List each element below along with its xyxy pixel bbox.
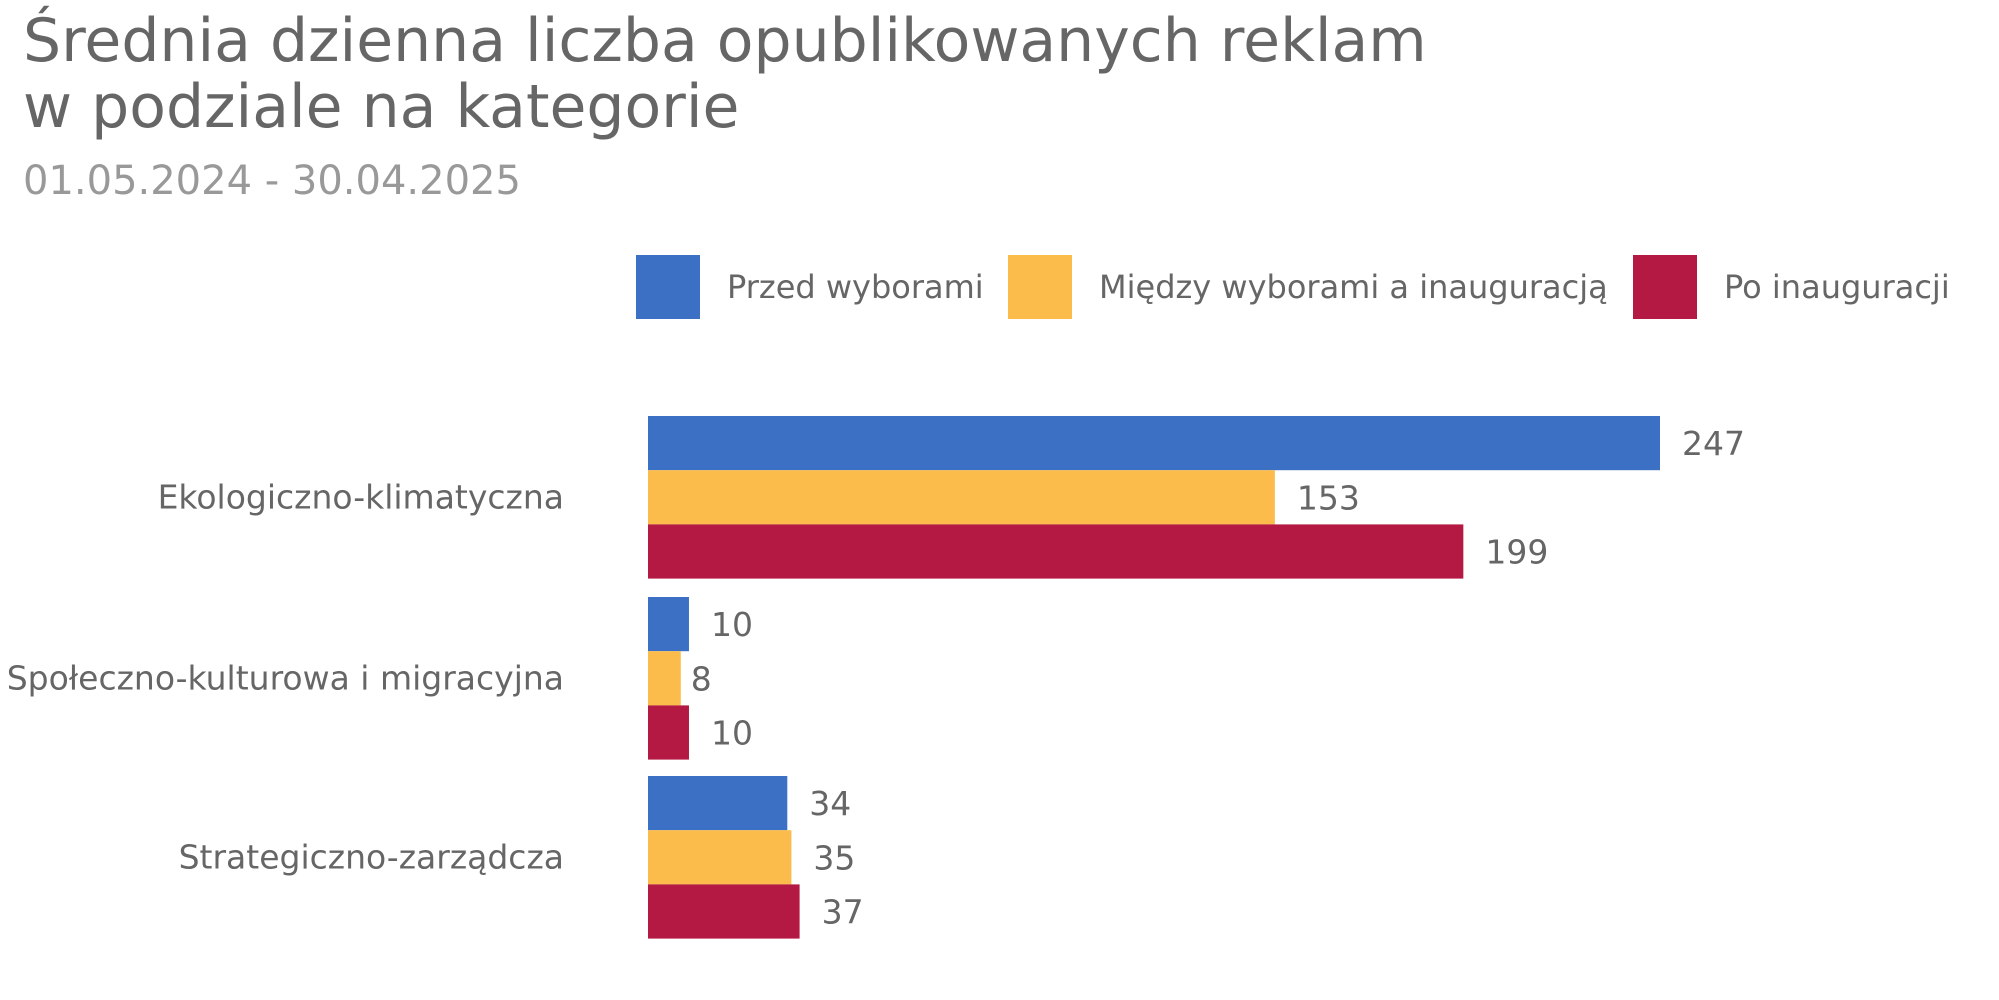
bar-0 (648, 597, 689, 652)
value-label: 35 (813, 838, 855, 877)
bar-2 (648, 705, 689, 760)
legend-label-0: Przed wyborami (727, 268, 984, 306)
value-label: 37 (822, 893, 864, 932)
chart-title-line-2: w podziale na kategorie (23, 72, 740, 142)
bar-2 (648, 884, 800, 939)
value-label: 247 (1682, 424, 1745, 463)
value-label: 153 (1297, 478, 1360, 517)
bar-2 (648, 524, 1464, 579)
legend-swatch-2 (1633, 255, 1697, 319)
chart-title-line-1: Średnia dzienna liczba opublikowanych re… (23, 6, 1427, 76)
chart-subtitle: 01.05.2024 - 30.04.2025 (23, 158, 521, 204)
bar-1 (648, 830, 792, 885)
value-label: 8 (691, 659, 712, 698)
value-label: 34 (809, 784, 851, 823)
category-label: Społeczno-kulturowa i migracyjna (7, 658, 564, 697)
legend-label-2: Po inauguracji (1724, 268, 1950, 306)
bar-0 (648, 776, 788, 831)
category-label: Ekologiczno-klimatyczna (158, 477, 564, 516)
legend-swatch-1 (1008, 255, 1072, 319)
bar-1 (648, 651, 681, 706)
bar-1 (648, 470, 1275, 525)
value-label: 10 (711, 714, 753, 753)
chart-title: Średnia dzienna liczba opublikowanych re… (23, 8, 1427, 140)
category-label: Strategiczno-zarządcza (179, 837, 564, 876)
value-label: 199 (1485, 533, 1548, 572)
legend-swatch-0 (636, 255, 700, 319)
legend-label-1: Między wyborami a inauguracją (1099, 268, 1608, 306)
bar-0 (648, 416, 1660, 471)
value-label: 10 (711, 605, 753, 644)
